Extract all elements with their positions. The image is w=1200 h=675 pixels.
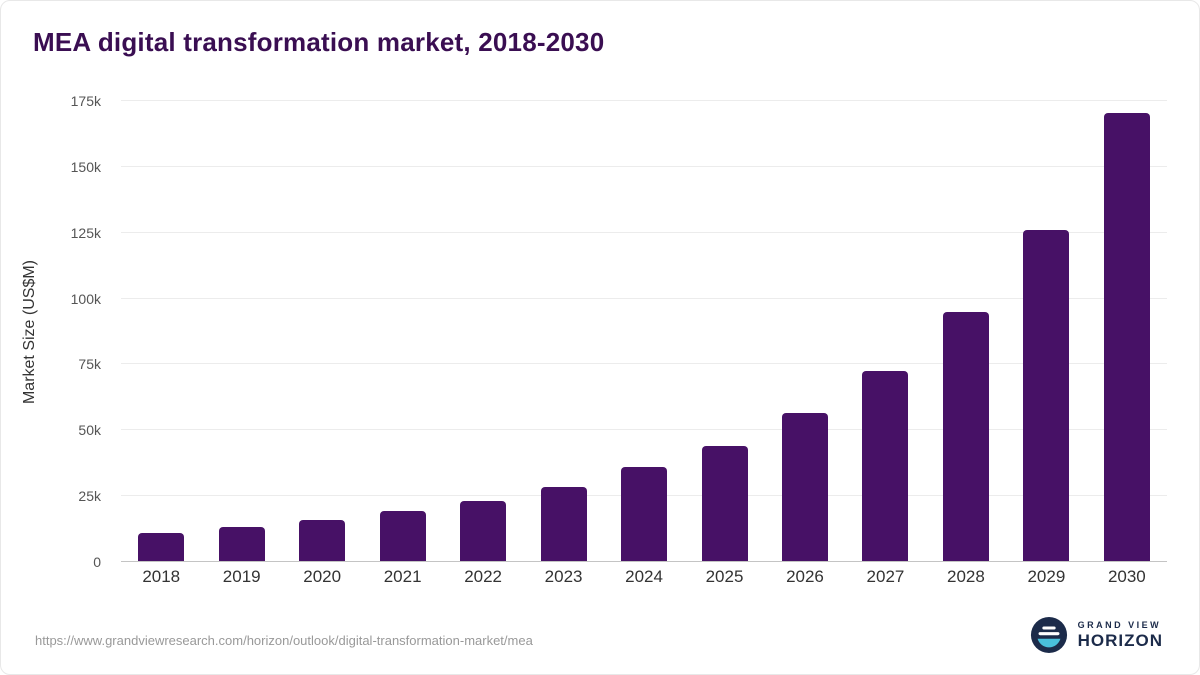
y-axis-title-text: Market Size (US$M) (21, 259, 38, 405)
bar-slot (1087, 101, 1167, 562)
x-tick-label-2019: 2019 (222, 567, 261, 586)
brand-name-top: GRAND VIEW (1077, 619, 1162, 630)
y-tick-label: 175k (70, 93, 101, 109)
bar-slot (604, 101, 684, 562)
bar-slot (121, 101, 201, 562)
x-tick-label-2020: 2020 (303, 567, 342, 586)
y-tick-label: 125k (70, 224, 101, 241)
x-tick-label-2026: 2026 (786, 567, 824, 586)
y-tick-label: 50k (78, 422, 101, 439)
bar-2027 (862, 370, 909, 562)
gridline (121, 100, 1167, 101)
chart-title: MEA digital transformation market, 2018-… (33, 27, 605, 57)
bar-2025 (701, 445, 748, 562)
x-tick-label-2021: 2021 (383, 567, 422, 586)
brand-text: GRAND VIEW HORIZON (1078, 620, 1163, 651)
x-tick-label-2024: 2024 (625, 567, 663, 586)
plot-area (121, 100, 1167, 562)
source-url: https://www.grandviewresearch.com/horizo… (35, 633, 533, 648)
brand-logo: GRAND VIEW HORIZON (1030, 616, 1163, 654)
bar-slot (684, 101, 764, 562)
bar-2030 (1103, 112, 1150, 562)
y-tick-label: 75k (78, 356, 101, 373)
gridline (121, 429, 1167, 431)
y-axis-title: Market Size (US$M) (15, 101, 45, 563)
bar-slot (362, 101, 442, 562)
y-tick-label: 25k (78, 488, 101, 505)
x-tick-label-2023: 2023 (544, 567, 583, 586)
x-tick-label-2029: 2029 (1027, 567, 1066, 586)
bar-2018 (138, 532, 185, 562)
bar-2019 (218, 526, 265, 562)
bar-slot (201, 101, 281, 562)
bar-2028 (942, 312, 989, 562)
x-tick-label-2027: 2027 (866, 567, 905, 586)
gridline (121, 231, 1167, 233)
bar-2024 (621, 467, 668, 562)
brand-name-bottom: HORIZON (1077, 630, 1163, 650)
bar-2026 (781, 413, 828, 562)
y-tick-label: 150k (70, 158, 101, 175)
gridline (121, 297, 1167, 299)
y-tick-label: 0 (93, 554, 101, 570)
x-tick-label-2022: 2022 (464, 567, 503, 586)
bar-slot (845, 101, 925, 562)
bar-2021 (379, 511, 426, 562)
bar-2023 (540, 486, 587, 562)
x-tick-label-2028: 2028 (947, 567, 985, 586)
y-tick-labels: 0 25k 50k 75k 100k 125k 150k 175k (59, 93, 111, 570)
x-tick-label-2030: 2030 (1107, 567, 1146, 586)
bar-2022 (460, 500, 507, 562)
bar-slot (523, 101, 603, 562)
x-axis-line (121, 561, 1167, 562)
bar-slot (1006, 101, 1086, 562)
horizon-logo-icon (1030, 616, 1067, 654)
bar-slot (926, 101, 1006, 562)
y-tick-label: 100k (70, 290, 101, 307)
bar-slot (282, 101, 362, 562)
bar-2020 (299, 520, 346, 562)
x-axis-labels: 2018 2019 2020 2021 2022 2023 2024 2025 2026 2027… (121, 567, 1167, 587)
gridline (121, 165, 1167, 167)
x-tick-label-2025: 2025 (705, 567, 744, 586)
bar-slot (443, 101, 523, 562)
x-tick-label-2018: 2018 (142, 567, 181, 586)
bar-2029 (1023, 229, 1070, 562)
bars-row (121, 101, 1167, 562)
bar-slot (765, 101, 845, 562)
gridline (121, 363, 1167, 365)
